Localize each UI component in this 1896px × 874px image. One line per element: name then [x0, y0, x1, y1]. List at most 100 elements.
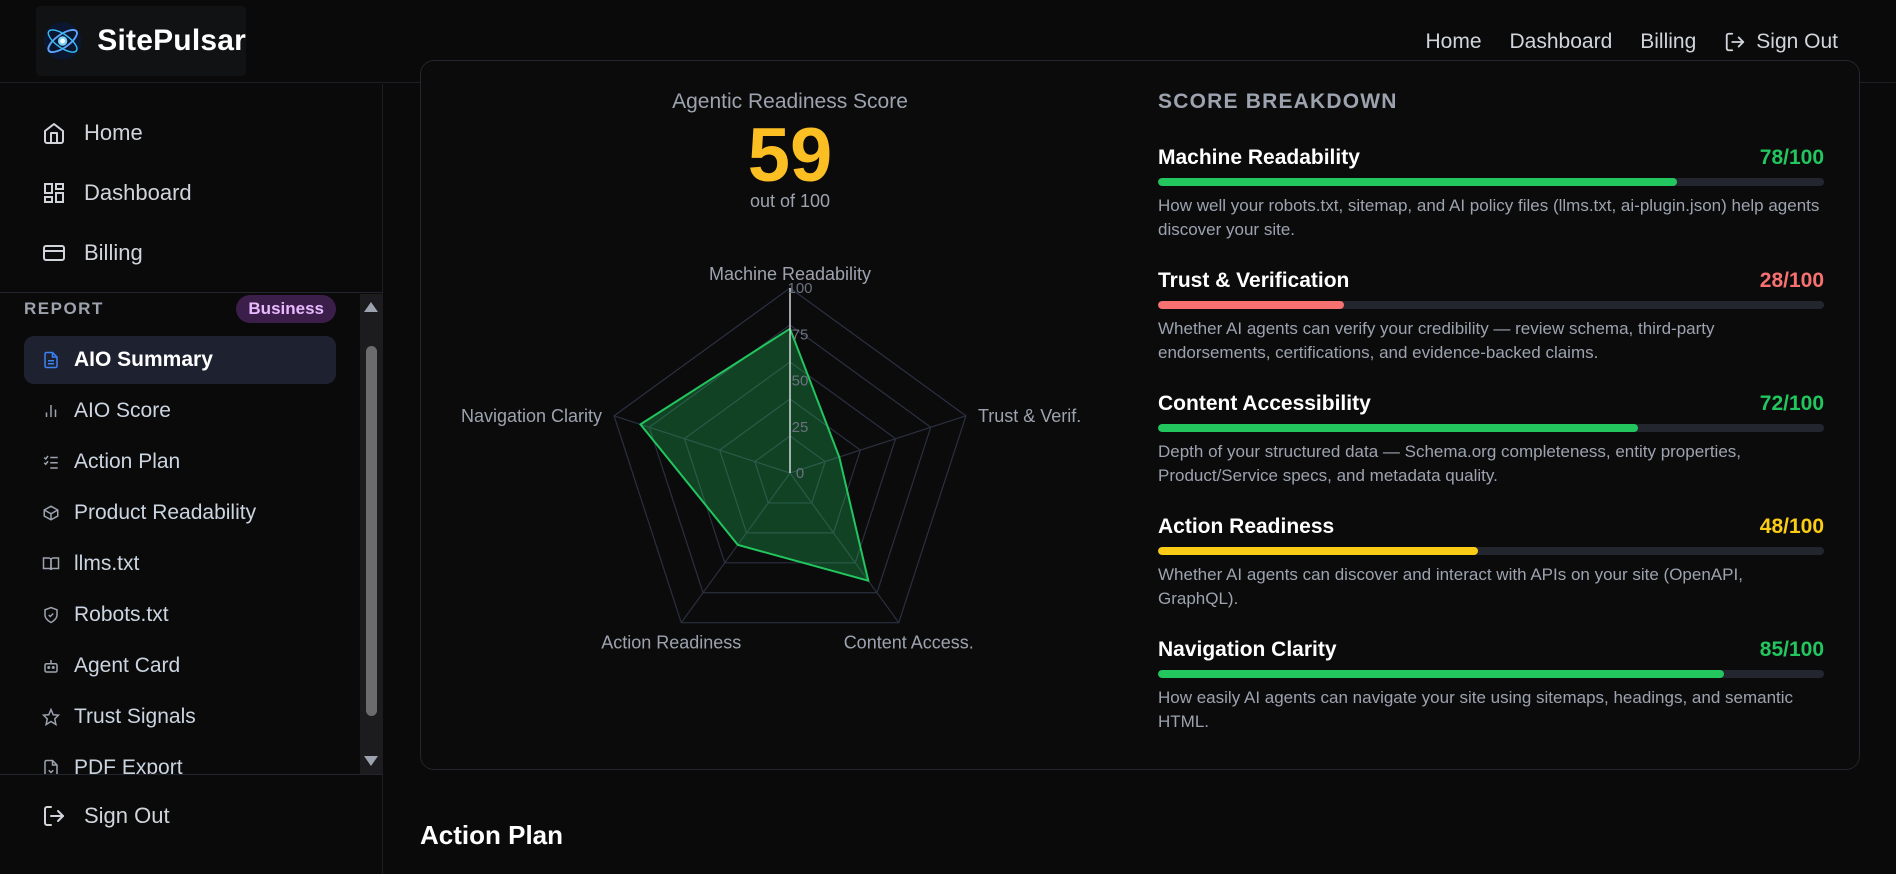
scroll-down-arrow-icon[interactable]	[364, 756, 378, 766]
nav-billing-link[interactable]: Billing	[1640, 30, 1696, 54]
metric-name: Action Readiness	[1158, 515, 1335, 538]
brand-logo-icon	[43, 22, 82, 60]
sidebar-item-label: Dashboard	[84, 180, 192, 205]
radar-spoke	[789, 415, 967, 474]
scroll-up-arrow-icon[interactable]	[364, 302, 378, 312]
metric-header: Machine Readability 78/100	[1158, 146, 1824, 170]
radar-tick-label: 0	[796, 465, 804, 482]
score-title: Agentic Readiness Score	[672, 90, 908, 113]
report-item-product-readability[interactable]: Product Readability	[24, 489, 336, 537]
radar-grid-ring	[648, 324, 932, 594]
book-icon	[42, 557, 60, 571]
radar-axis-label: Action Readiness	[601, 633, 741, 653]
shield-icon	[44, 606, 58, 624]
metric-item: Action Readiness 48/100 Whether AI agents …	[1158, 515, 1824, 611]
radar-grid-ring	[613, 287, 967, 624]
sidebar-item-billing[interactable]: Billing	[42, 233, 143, 273]
report-header: REPORT Business	[24, 294, 336, 324]
nav-home-label: Home	[1425, 29, 1482, 53]
metric-description: Depth of your structured data — Schema.o…	[1158, 442, 1742, 485]
star-icon	[42, 708, 60, 726]
metric-progress-bar	[1158, 178, 1824, 186]
document-icon	[44, 351, 58, 369]
metric-item: Trust & Verification 28/100 Whether AI age…	[1158, 269, 1824, 365]
metric-header: Trust & Verification 28/100	[1158, 269, 1824, 293]
report-item-agent-card[interactable]: Agent Card	[24, 642, 336, 690]
report-nav: REPORT Business AIO Summary AIO Score Ac…	[0, 294, 383, 774]
sidebar-item-label: Home	[84, 120, 143, 145]
metric-header: Navigation Clarity 85/100	[1158, 638, 1824, 662]
radar-axis-label: Content Access.	[844, 633, 974, 653]
report-item-label: Product Readability	[74, 501, 257, 524]
report-item-aio-summary[interactable]: AIO Summary	[24, 336, 336, 384]
metric-progress-fill	[1158, 670, 1725, 678]
report-item-llms-txt[interactable]: llms.txt	[24, 540, 336, 588]
radar-spoke	[789, 472, 900, 624]
report-item-pdf-export[interactable]: PDF Export	[24, 744, 336, 774]
score-value: 59	[747, 113, 833, 198]
metric-description: Whether AI agents can verify your credib…	[1158, 319, 1715, 362]
sidebar-item-label: Billing	[84, 240, 143, 265]
radar-data-polygon	[638, 327, 870, 583]
sidebar-main-nav: Home Dashboard Billing	[0, 84, 383, 293]
scroll-thumb[interactable]	[366, 346, 377, 716]
sign-out-icon	[1726, 32, 1745, 51]
radar-tick-label: 25	[792, 419, 809, 436]
radar-grid-ring	[683, 361, 897, 564]
nav-sign-out-label: Sign Out	[1756, 29, 1838, 53]
report-item-trust-signals[interactable]: Trust Signals	[24, 693, 336, 741]
nav-billing-label: Billing	[1640, 29, 1697, 53]
metric-score: 48/100	[1759, 515, 1824, 538]
nav-dashboard-link[interactable]: Dashboard	[1510, 30, 1613, 54]
metric-progress-fill	[1158, 178, 1678, 186]
radar-grid-ring	[754, 435, 826, 504]
checklist-icon	[43, 455, 58, 469]
box-icon	[43, 505, 59, 521]
radar-axis-label: Machine Readability	[709, 264, 871, 284]
metric-header: Action Readiness 48/100	[1158, 515, 1824, 539]
metric-score: 78/100	[1759, 146, 1824, 169]
metric-progress-bar	[1158, 301, 1824, 309]
breakdown-title: SCORE BREAKDOWN	[1158, 90, 1398, 113]
metric-description: Whether AI agents can discover and inter…	[1158, 565, 1743, 608]
bot-icon	[44, 660, 58, 673]
brand-name: SitePulsar	[97, 24, 246, 57]
radar-tick-label: 50	[792, 373, 809, 390]
radar-tick-label: 100	[787, 280, 812, 297]
metric-progress-bar	[1158, 547, 1824, 555]
sidebar-sign-out[interactable]: Sign Out	[42, 796, 170, 836]
brand[interactable]: SitePulsar	[36, 6, 246, 76]
sidebar: Home Dashboard Billing REPORT Business A…	[0, 84, 383, 874]
radar-tick-label: 75	[792, 326, 809, 343]
action-plan-heading: Action Plan	[420, 820, 564, 850]
report-item-label: Trust Signals	[74, 705, 196, 728]
metric-score: 85/100	[1759, 638, 1824, 661]
radar-axis-label: Navigation Clarity	[461, 406, 602, 426]
nav-sign-out-link[interactable]: Sign Out	[1724, 30, 1838, 54]
report-item-label: Robots.txt	[74, 603, 169, 626]
radar-spoke	[680, 472, 791, 624]
top-nav: Home Dashboard Billing Sign Out	[1425, 0, 1838, 83]
score-breakdown: SCORE BREAKDOWN Machine Readability 78/10…	[1158, 90, 1824, 731]
metric-score: 72/100	[1759, 392, 1824, 415]
radar-axis-label: Trust & Verif.	[978, 406, 1081, 426]
metric-progress-fill	[1158, 547, 1478, 555]
nav-dashboard-label: Dashboard	[1509, 29, 1613, 53]
report-item-robots-txt[interactable]: Robots.txt	[24, 591, 336, 639]
report-item-aio-score[interactable]: AIO Score	[24, 387, 336, 435]
home-icon	[44, 123, 64, 144]
report-item-label: PDF Export	[74, 756, 183, 774]
bar-chart-icon	[45, 405, 57, 417]
metric-progress-fill	[1158, 424, 1638, 432]
report-item-action-plan[interactable]: Action Plan	[24, 438, 336, 486]
metric-name: Navigation Clarity	[1158, 638, 1337, 661]
sidebar-item-dashboard[interactable]: Dashboard	[42, 173, 192, 213]
metric-item: Navigation Clarity 85/100 How easily AI ag…	[1158, 638, 1824, 734]
sidebar-scrollbar[interactable]	[360, 294, 383, 774]
sidebar-sign-out-label: Sign Out	[84, 803, 170, 828]
metric-score: 28/100	[1759, 269, 1824, 292]
sidebar-footer: Sign Out	[0, 774, 383, 874]
nav-home-link[interactable]: Home	[1425, 30, 1481, 54]
plan-badge: Business	[236, 295, 336, 323]
sidebar-item-home[interactable]: Home	[42, 113, 143, 153]
